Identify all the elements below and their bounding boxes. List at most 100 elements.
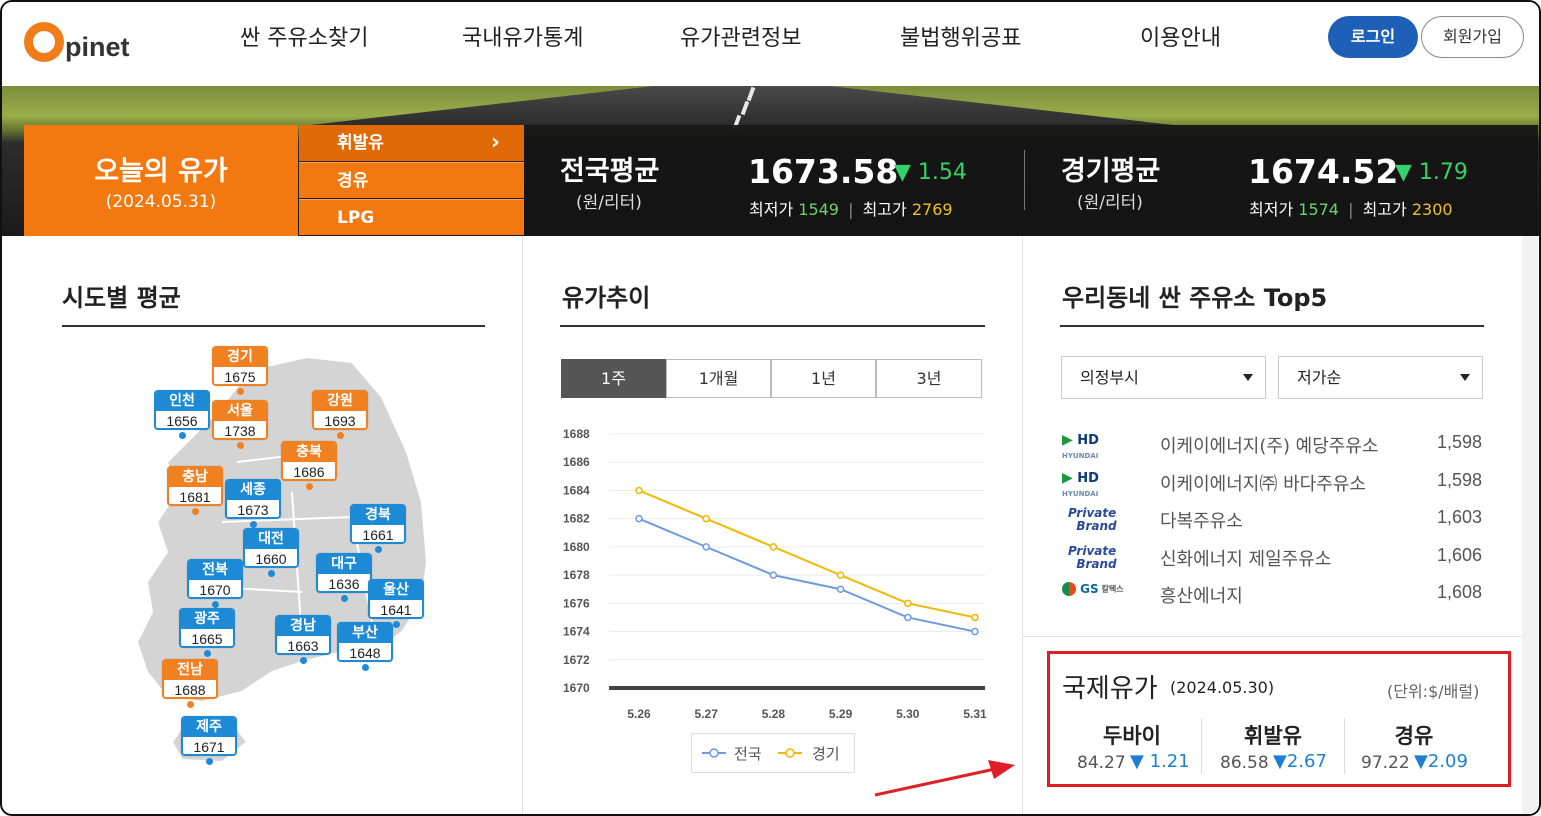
- region-pin-icon: [268, 570, 275, 577]
- intl-change-diesel: ▼2.09: [1414, 751, 1468, 772]
- region-price: 1648: [339, 643, 391, 660]
- up-arrow-icon: ▼: [1395, 160, 1412, 185]
- login-button[interactable]: 로그인: [1328, 16, 1418, 58]
- road-image: [302, 86, 1182, 126]
- y-tick-label: 1686: [563, 455, 590, 469]
- y-tick-label: 1684: [563, 483, 590, 497]
- region-pin-icon: [306, 483, 313, 490]
- data-point: [904, 613, 912, 622]
- region-badge[interactable]: 울산 1641: [368, 579, 424, 619]
- station-row[interactable]: GS 칼텍스 흥산에너지 1,608: [1062, 580, 1482, 610]
- y-tick-label: 1678: [563, 568, 590, 582]
- region-badge[interactable]: 서울 1738: [212, 400, 268, 440]
- region-badge[interactable]: 충남 1681: [167, 466, 223, 506]
- fuel-tab-gasoline[interactable]: 휘발유 ›: [299, 125, 524, 161]
- x-tick-label: 5.29: [829, 707, 853, 721]
- legend-line-gyeonggi: [778, 748, 802, 758]
- data-point: [769, 571, 778, 579]
- gyeonggi-avg-value: 1674.52: [1248, 152, 1399, 191]
- x-tick-label: 5.30: [896, 707, 920, 721]
- data-point: [971, 627, 979, 636]
- region-badge[interactable]: 인천 1656: [154, 390, 210, 430]
- international-title: 국제유가: [1062, 674, 1158, 704]
- hd-hyundai-oilbank-logo: ▶ HD HYUNDAI: [1062, 432, 1099, 460]
- gs-caltex-logo: GS 칼텍스: [1062, 582, 1132, 608]
- today-title: 오늘의 유가: [94, 156, 228, 187]
- nav-guide[interactable]: 이용안내: [1140, 26, 1221, 51]
- data-point: [904, 599, 912, 608]
- dropdown-caret-icon: [1243, 374, 1253, 381]
- region-name: 대구: [318, 555, 370, 574]
- opinet-logo[interactable]: pinet: [24, 12, 130, 62]
- region-price: 1660: [245, 549, 297, 566]
- region-badge[interactable]: 충북 1686: [281, 441, 337, 481]
- region-pin-icon: [212, 601, 219, 608]
- region-pin-icon: [206, 758, 213, 765]
- region-badge[interactable]: 강원 1693: [312, 390, 368, 430]
- x-tick-label: 5.27: [695, 707, 719, 721]
- region-badge[interactable]: 경북 1661: [350, 504, 406, 544]
- station-row[interactable]: Private Brand 신화에너지 제일주유소 1,606: [1062, 543, 1482, 573]
- region-badge[interactable]: 경기 1675: [212, 346, 268, 386]
- station-row[interactable]: Private Brand 다복주유소 1,603: [1062, 505, 1482, 535]
- data-point: [971, 613, 979, 622]
- region-price: 1641: [370, 600, 422, 617]
- region-badge[interactable]: 대구 1636: [316, 553, 372, 593]
- intl-name-diesel: 경유: [1394, 724, 1434, 748]
- nav-cheap-station[interactable]: 싼 주유소찾기: [240, 26, 369, 51]
- station-row[interactable]: ▶ HD HYUNDAI 이케이에너지(주) 예당주유소 1,598: [1062, 430, 1482, 460]
- region-badge[interactable]: 대전 1660: [243, 528, 299, 568]
- national-avg-change: ▼ 1.54: [894, 160, 967, 185]
- region-price: 1670: [189, 580, 241, 597]
- station-row[interactable]: ▶ HD HYUNDAI 이케이에너지㈜ 바다주유소 1,598: [1062, 468, 1482, 498]
- signup-button[interactable]: 회원가입: [1421, 16, 1524, 58]
- period-tab-3year[interactable]: 3년: [876, 359, 982, 398]
- region-name: 경북: [352, 506, 404, 525]
- region-price: 1738: [214, 421, 266, 438]
- region-name: 강원: [314, 392, 366, 411]
- fuel-tab-lpg[interactable]: LPG: [299, 199, 524, 235]
- region-badge[interactable]: 제주 1671: [181, 716, 237, 756]
- national-avg-unit: (원/리터): [576, 193, 642, 213]
- legend-label-gyeonggi: 경기: [812, 745, 840, 763]
- period-tab-1week[interactable]: 1주: [561, 359, 666, 398]
- nav-oil-info[interactable]: 유가관련정보: [680, 26, 802, 51]
- column-divider: [1022, 236, 1023, 814]
- region-price: 1693: [314, 411, 366, 428]
- region-pin-icon: [393, 621, 400, 628]
- nav-illegal[interactable]: 불법행위공표: [900, 26, 1022, 51]
- data-point: [836, 585, 845, 593]
- region-pin-icon: [237, 388, 244, 395]
- region-badge[interactable]: 전남 1688: [162, 659, 218, 699]
- logo-o-mark: [24, 22, 64, 62]
- region-name: 인천: [156, 392, 208, 411]
- y-tick-label: 1674: [563, 625, 590, 639]
- price-trend-chart: 1688 1686 1684 1682 1680 1678 1676 1674 1672 1670…: [563, 427, 987, 721]
- region-badge[interactable]: 세종 1673: [225, 479, 281, 519]
- region-pin-icon: [187, 701, 194, 708]
- region-name: 대전: [245, 530, 297, 549]
- fuel-tab-diesel[interactable]: 경유: [299, 162, 524, 198]
- period-tab-1year[interactable]: 1년: [771, 359, 876, 398]
- sort-select[interactable]: 저가순: [1278, 356, 1483, 399]
- today-price-box: 오늘의 유가 (2024.05.31): [24, 125, 298, 236]
- x-tick-label: 5.26: [627, 707, 651, 721]
- national-min: 1549: [798, 200, 839, 219]
- region-badge[interactable]: 경남 1663: [275, 615, 331, 655]
- data-point: [836, 571, 845, 579]
- region-badge[interactable]: 광주 1665: [179, 608, 235, 648]
- scroll-gutter: [1522, 236, 1538, 814]
- fuel-tab-label: LPG: [337, 208, 375, 228]
- site-header: pinet 싼 주유소찾기 국내유가통계 유가관련정보 불법행위공표 이용안내 …: [2, 2, 1539, 86]
- station-name: 흥산에너지: [1160, 586, 1243, 607]
- region-badge[interactable]: 부산 1648: [337, 622, 393, 662]
- intl-change-gasoline: ▼2.67: [1273, 751, 1327, 772]
- period-tab-1month[interactable]: 1개월: [666, 359, 771, 398]
- private-brand-logo: Private Brand: [1068, 544, 1117, 571]
- region-badge[interactable]: 전북 1670: [187, 559, 243, 599]
- x-tick-label: 5.31: [963, 707, 987, 721]
- nav-domestic-stats[interactable]: 국내유가통계: [462, 26, 584, 51]
- region-pin-icon: [375, 546, 382, 553]
- city-select[interactable]: 의정부시: [1061, 356, 1266, 399]
- section-divider: [1022, 636, 1522, 637]
